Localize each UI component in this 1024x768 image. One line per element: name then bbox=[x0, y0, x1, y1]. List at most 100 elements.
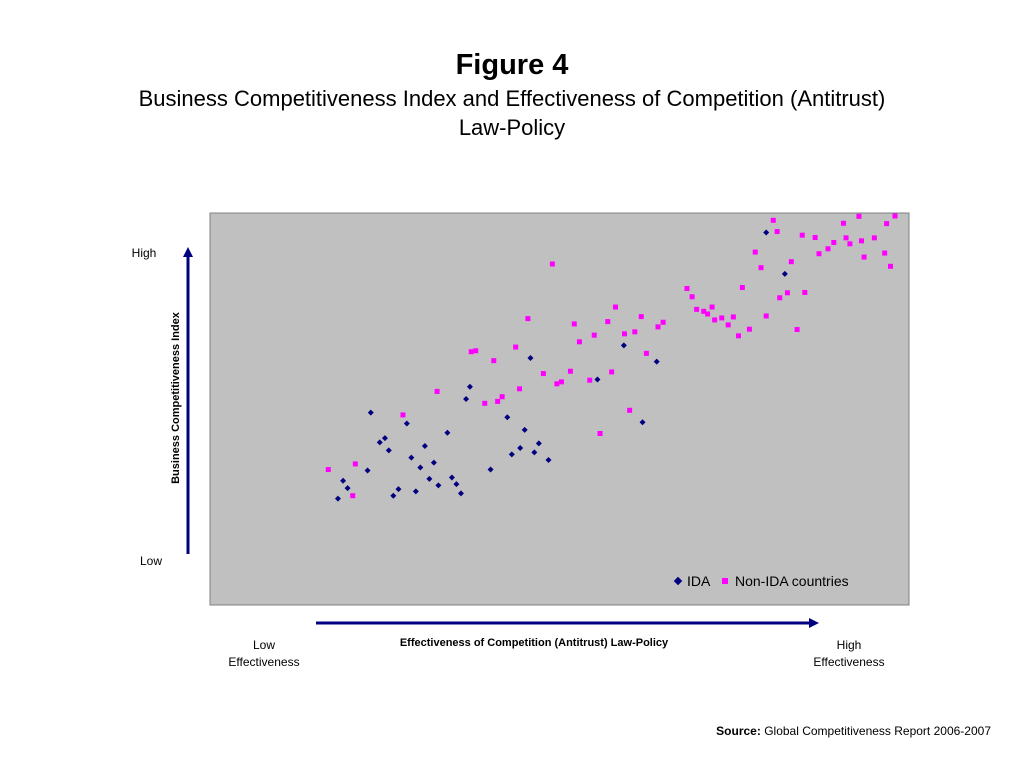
ida-point-15 bbox=[426, 475, 433, 482]
ida-point-10 bbox=[403, 420, 410, 427]
legend: IDA Non-IDA countries bbox=[673, 573, 849, 589]
figure-title-block: Figure 4 Business Competitiveness Index … bbox=[0, 46, 1024, 142]
non-ida-point-71 bbox=[887, 263, 893, 269]
x-high-label: High Effectiveness bbox=[789, 637, 909, 671]
non-ida-point-43 bbox=[730, 314, 736, 320]
ida-point-1 bbox=[340, 477, 347, 484]
x-low-label: Low Effectiveness bbox=[204, 637, 324, 671]
non-ida-point-67 bbox=[861, 254, 867, 260]
non-ida-point-13 bbox=[525, 316, 531, 322]
y-low-label: Low bbox=[140, 554, 162, 568]
non-ida-point-61 bbox=[831, 239, 837, 245]
non-ida-point-8 bbox=[491, 358, 497, 364]
ida-point-38 bbox=[781, 270, 788, 277]
figure-title: Figure 4 bbox=[455, 49, 569, 81]
non-ida-point-19 bbox=[571, 321, 577, 327]
non-ida-point-5 bbox=[468, 349, 474, 355]
non-ida-point-29 bbox=[632, 329, 638, 335]
non-ida-point-44 bbox=[735, 333, 741, 339]
ida-point-27 bbox=[517, 445, 524, 452]
non-ida-point-3 bbox=[400, 412, 406, 418]
non-ida-point-1 bbox=[350, 493, 356, 499]
non-ida-point-16 bbox=[554, 381, 560, 387]
legend-non-ida-label: Non-IDA countries bbox=[735, 573, 849, 589]
non-ida-point-57 bbox=[802, 289, 808, 295]
non-ida-point-52 bbox=[777, 295, 783, 301]
ida-point-3 bbox=[364, 467, 371, 474]
ida-point-25 bbox=[504, 414, 511, 421]
ida-point-32 bbox=[545, 456, 552, 463]
ida-point-26 bbox=[508, 451, 515, 458]
non-ida-point-22 bbox=[591, 332, 597, 338]
non-ida-point-33 bbox=[660, 319, 666, 325]
non-ida-point-40 bbox=[712, 317, 718, 323]
non-ida-point-37 bbox=[701, 308, 707, 314]
non-ida-point-0 bbox=[325, 467, 331, 473]
ida-point-20 bbox=[453, 481, 460, 488]
ida-point-29 bbox=[527, 354, 534, 361]
non-ida-point-23 bbox=[597, 430, 603, 436]
ida-point-17 bbox=[435, 482, 442, 489]
non-ida-point-21 bbox=[587, 377, 593, 383]
ida-point-9 bbox=[395, 486, 402, 493]
non-ida-point-20 bbox=[576, 339, 582, 345]
non-ida-point-31 bbox=[643, 350, 649, 356]
legend-non-ida-marker bbox=[722, 578, 728, 584]
non-ida-point-46 bbox=[746, 326, 752, 332]
ida-point-28 bbox=[521, 426, 528, 433]
non-ida-point-30 bbox=[638, 314, 644, 320]
non-ida-point-34 bbox=[684, 285, 690, 291]
legend-ida-label: IDA bbox=[687, 573, 711, 589]
non-ida-point-10 bbox=[499, 394, 505, 400]
ida-point-6 bbox=[381, 435, 388, 442]
source-note: Source: Global Competitiveness Report 20… bbox=[716, 724, 991, 738]
non-ida-point-72 bbox=[892, 213, 898, 219]
source-label: Source: bbox=[716, 724, 761, 738]
ida-point-8 bbox=[390, 492, 397, 499]
non-ida-point-12 bbox=[517, 386, 523, 392]
non-ida-point-38 bbox=[705, 311, 711, 317]
non-ida-point-4 bbox=[434, 388, 440, 394]
non-ida-point-68 bbox=[871, 235, 877, 241]
ida-point-37 bbox=[763, 229, 770, 236]
non-ida-point-7 bbox=[482, 400, 488, 406]
non-ida-point-50 bbox=[770, 217, 776, 223]
non-ida-point-32 bbox=[655, 324, 661, 330]
ida-point-12 bbox=[412, 488, 419, 495]
non-ida-point-60 bbox=[825, 246, 831, 252]
non-ida-point-28 bbox=[627, 407, 633, 413]
ida-point-18 bbox=[444, 429, 451, 436]
ida-point-2 bbox=[344, 485, 351, 492]
x-axis-title: Effectiveness of Competition (Antitrust)… bbox=[400, 637, 669, 649]
non-ida-point-15 bbox=[549, 261, 555, 267]
non-ida-point-18 bbox=[567, 368, 573, 374]
ida-point-35 bbox=[639, 419, 646, 426]
non-ida-point-54 bbox=[788, 259, 794, 265]
ida-point-13 bbox=[417, 464, 424, 471]
non-ida-point-36 bbox=[694, 306, 700, 312]
ida-point-4 bbox=[367, 409, 374, 416]
non-ida-point-24 bbox=[605, 319, 611, 325]
non-ida-point-65 bbox=[856, 213, 862, 219]
non-ida-point-58 bbox=[812, 235, 818, 241]
ida-point-5 bbox=[376, 439, 383, 446]
non-ida-point-42 bbox=[725, 322, 731, 328]
non-ida-point-9 bbox=[495, 398, 501, 404]
ida-point-11 bbox=[408, 454, 415, 461]
source-text: Global Competitiveness Report 2006-2007 bbox=[764, 724, 991, 738]
x-high-label-line2: Effectiveness bbox=[813, 655, 885, 669]
non-ida-point-49 bbox=[763, 313, 769, 319]
ida-point-36 bbox=[653, 358, 660, 365]
ida-point-0 bbox=[334, 495, 341, 502]
non-ida-point-55 bbox=[794, 327, 800, 333]
ida-point-16 bbox=[430, 459, 437, 466]
non-ida-point-48 bbox=[758, 265, 764, 271]
x-low-label-line2: Effectiveness bbox=[228, 655, 300, 669]
non-ida-point-51 bbox=[774, 229, 780, 235]
ida-point-19 bbox=[448, 474, 455, 481]
ida-point-22 bbox=[463, 396, 470, 403]
non-ida-point-11 bbox=[513, 344, 519, 350]
non-ida-point-6 bbox=[473, 348, 479, 354]
figure-subtitle-line1: Business Competitiveness Index and Effec… bbox=[138, 86, 886, 111]
ida-point-33 bbox=[594, 376, 601, 383]
